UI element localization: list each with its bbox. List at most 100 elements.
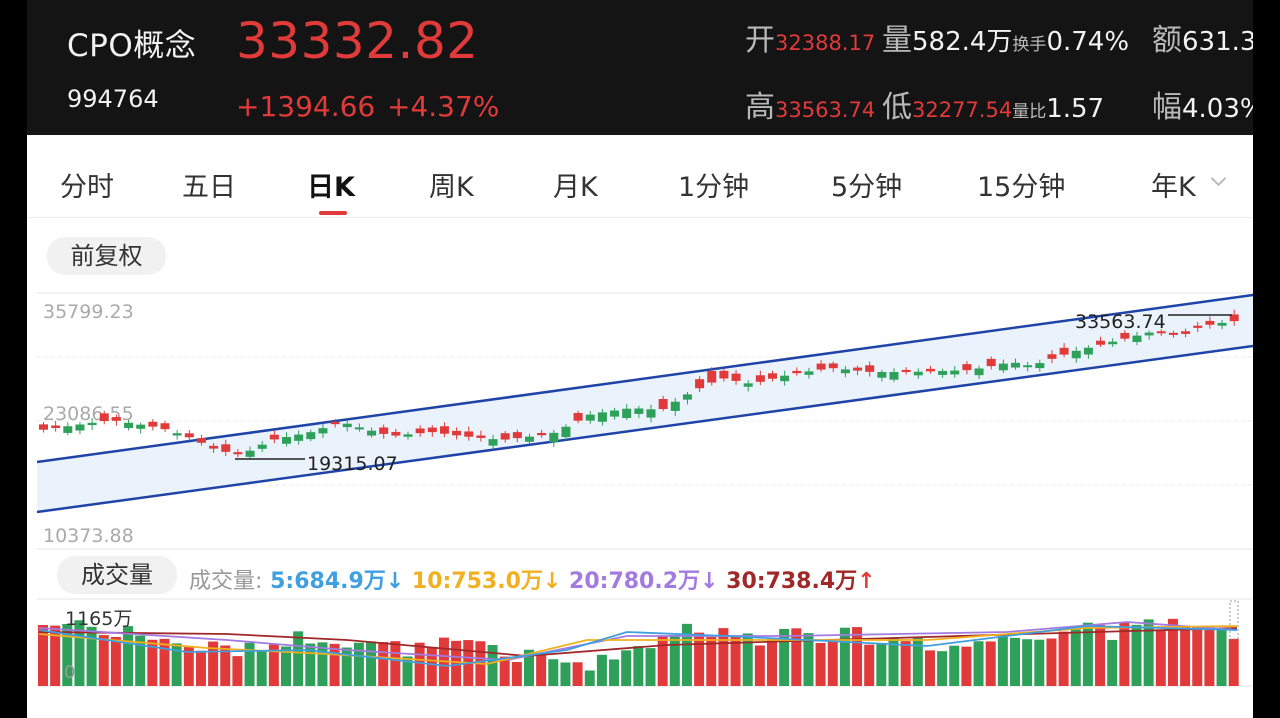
tab-1-minute[interactable]: 1分钟 [678, 172, 750, 203]
candle [75, 424, 85, 431]
volume-bar [1216, 629, 1227, 686]
volume-bar [220, 645, 231, 686]
candle [124, 422, 134, 429]
candle [1168, 332, 1178, 335]
volume-legend-prefix: 成交量: [189, 569, 263, 594]
volume-ma20: 20:780.2万 [569, 569, 701, 594]
volume-bar [827, 641, 838, 686]
stat-amount: 额631.3 [1152, 23, 1253, 58]
tab-monthly-k[interactable]: 月K [553, 172, 598, 203]
volume-bar [937, 651, 948, 686]
candle [1071, 350, 1081, 359]
candle [257, 444, 267, 449]
candle [1047, 354, 1057, 359]
candle [622, 408, 632, 419]
volume-bar [681, 623, 692, 686]
min-price-label: 19315.07 [307, 453, 398, 475]
chart-canvas[interactable]: 35799.23 23086.55 10373.88 33563.74 1931… [27, 0, 1253, 718]
volume-bar [694, 632, 705, 686]
candle [670, 401, 680, 411]
volume-bar [973, 641, 984, 686]
volume-bar [38, 625, 48, 686]
volume-bar [596, 654, 607, 686]
tab-intraday[interactable]: 分时 [60, 172, 114, 203]
volume-bar [1082, 622, 1093, 686]
arrow-up-icon: ↑ [857, 569, 876, 594]
candle [1132, 335, 1142, 342]
volume-bar [621, 650, 632, 686]
adjust-mode-button[interactable]: 前复权 [47, 237, 166, 275]
candle [1181, 331, 1191, 334]
volume-bar [657, 636, 668, 686]
candle [379, 427, 389, 434]
volume-bar [353, 642, 364, 686]
candle [354, 427, 364, 430]
candle [1156, 331, 1166, 334]
candle [549, 432, 559, 443]
candle [209, 445, 219, 449]
axis-label-mid: 23086.55 [43, 403, 134, 425]
candle [1217, 322, 1227, 326]
volume-bar [706, 636, 717, 686]
candle [488, 439, 498, 446]
candle [938, 370, 948, 375]
volume-bar [815, 642, 826, 686]
candle [512, 432, 522, 439]
candle [828, 363, 838, 369]
arrow-down-icon: ↓ [542, 569, 562, 594]
volume-bar [803, 633, 814, 686]
volume-bar [560, 662, 571, 686]
candle [500, 433, 510, 440]
volume-bar [329, 643, 340, 686]
candle [1035, 363, 1045, 369]
candle [1108, 341, 1118, 345]
tab-15-minute[interactable]: 15分钟 [977, 172, 1066, 203]
candle [111, 417, 121, 421]
candle [816, 363, 826, 370]
axis-label-min: 10373.88 [43, 525, 134, 547]
candle [573, 413, 583, 421]
volume-bar [730, 636, 741, 686]
volume-bar [767, 639, 777, 686]
volume-bar [1155, 629, 1166, 686]
candle [853, 367, 863, 371]
crosshair-marker [1229, 600, 1239, 640]
candle [695, 379, 705, 389]
candle [476, 435, 486, 438]
candle [731, 373, 741, 381]
candle [245, 450, 255, 457]
volume-bar [1167, 618, 1178, 686]
candle [1193, 325, 1203, 328]
volume-bar [1131, 624, 1142, 686]
candle [1083, 347, 1093, 355]
volume-bar [633, 646, 644, 686]
volume-bar [1010, 637, 1020, 686]
candle [804, 371, 814, 375]
volume-indicator-button[interactable]: 成交量 [57, 556, 177, 594]
volume-bar [1070, 629, 1081, 686]
volume-ma-line [38, 625, 1238, 667]
index-code: 994764 [67, 85, 159, 113]
tab-5-minute[interactable]: 5分钟 [831, 172, 903, 203]
candle [391, 431, 401, 436]
candle [1229, 314, 1239, 322]
candle [610, 410, 620, 417]
channel-lower-line [36, 344, 1253, 514]
candle [525, 436, 534, 442]
volume-bar [195, 650, 206, 686]
tab-five-day[interactable]: 五日 [182, 172, 236, 203]
volume-bar [1204, 627, 1215, 686]
stat-high: 高33563.74 [745, 90, 876, 125]
volume-bar [147, 639, 158, 686]
volume-bar [171, 643, 182, 686]
candle [561, 426, 571, 438]
volume-bar [839, 627, 850, 686]
tab-yearly-k[interactable]: 年K [1151, 172, 1196, 203]
volume-bar [609, 659, 620, 686]
candle [184, 433, 194, 438]
candle [962, 364, 972, 371]
stat-open: 开32388.17 [745, 23, 876, 58]
tab-daily-k[interactable]: 日K [307, 172, 355, 203]
tab-weekly-k[interactable]: 周K [429, 172, 474, 203]
candle [99, 413, 109, 422]
